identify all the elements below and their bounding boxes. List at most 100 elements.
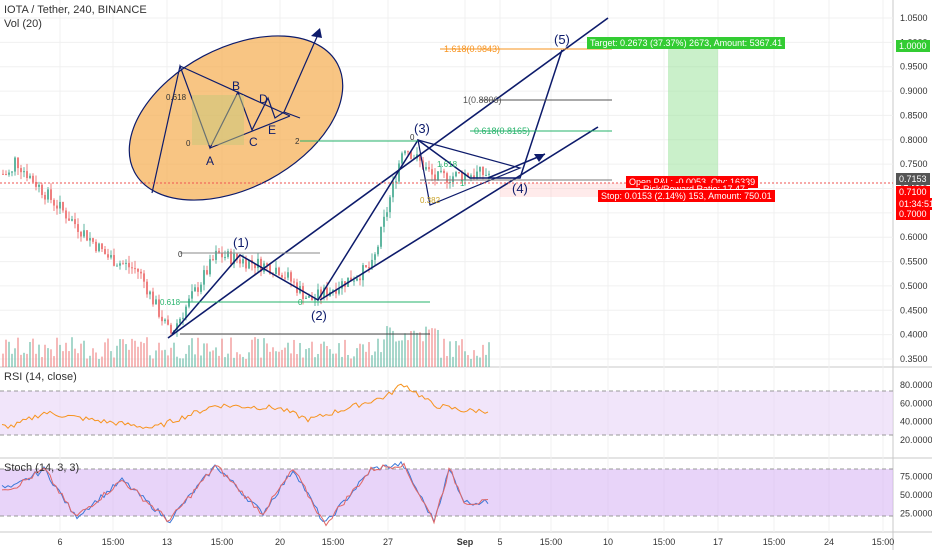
candle-body <box>332 289 334 292</box>
volume-bar <box>266 343 268 367</box>
volume-bar <box>401 340 403 367</box>
volume-bar <box>101 356 103 367</box>
volume-bar <box>2 353 4 367</box>
volume-bar <box>323 341 325 367</box>
volume-bar <box>431 328 433 367</box>
volume-bar <box>275 351 277 367</box>
volume-bar <box>281 349 283 367</box>
volume-bar <box>428 329 430 367</box>
volume-bar <box>29 341 31 367</box>
candle-body <box>383 216 385 227</box>
price-tick-label: 0.6000 <box>900 232 928 242</box>
candle-body <box>92 238 94 242</box>
inset-letter-e: E <box>268 123 276 137</box>
candle-body <box>488 173 490 175</box>
candle-body <box>98 243 100 252</box>
price-tick-label: 0.5500 <box>900 257 928 267</box>
candle-body <box>305 297 307 299</box>
volume-bar <box>14 348 16 367</box>
volume-bar <box>209 351 211 367</box>
volume-bar <box>269 351 271 367</box>
volume-bar <box>341 356 343 367</box>
candle-body <box>185 306 187 318</box>
rsi-tick-label: 60.0000 <box>900 398 932 408</box>
time-tick-label: 6 <box>57 537 62 547</box>
time-tick-label: 15:00 <box>872 537 895 547</box>
candle-body <box>326 287 328 297</box>
candle-body <box>29 175 31 179</box>
candle-body <box>53 199 55 206</box>
stoch-label: Stoch (14, 3, 3) <box>4 462 80 474</box>
time-tick-label: 17 <box>713 537 723 547</box>
volume-bar <box>308 348 310 367</box>
candle-body <box>191 291 193 299</box>
candle-body <box>392 181 394 198</box>
time-tick-label: 15:00 <box>102 537 125 547</box>
volume-bar <box>32 338 34 367</box>
volume-bar <box>392 330 394 367</box>
candle-body <box>419 154 421 161</box>
volume-bar <box>191 338 193 367</box>
triangle-pattern <box>417 139 522 206</box>
candle-body <box>320 289 322 298</box>
candle-body <box>476 171 478 178</box>
volume-bar <box>383 339 385 367</box>
candle-body <box>380 226 382 247</box>
volume-bar <box>218 355 220 367</box>
volume-bar <box>59 344 61 367</box>
stoch-tick-label: 50.0000 <box>900 490 932 500</box>
volume-bar <box>350 358 352 367</box>
candle-body <box>68 218 70 221</box>
volume-bar <box>476 355 478 367</box>
candle-body <box>14 157 16 172</box>
volume-bar <box>335 353 337 367</box>
volume-bar <box>287 342 289 367</box>
candle-body <box>227 251 229 257</box>
volume-bar <box>44 344 46 367</box>
stop-box[interactable]: Stop: 0.0153 (2.14%) 153, Amount: 750.01 <box>598 190 775 202</box>
target-box[interactable]: Target: 0.2673 (37.37%) 2673, Amount: 53… <box>587 37 786 49</box>
candle-body <box>80 231 82 237</box>
time-axis: 6 15:00 13 15:00 20 15:00 27 Sep 5 15:00 10 15:00 17… <box>57 537 894 547</box>
inset-letter-a: A <box>206 154 214 168</box>
volume-bar <box>107 338 109 367</box>
volume-bar <box>65 342 67 367</box>
time-tick-label: 15:00 <box>322 537 345 547</box>
candle-body <box>2 173 4 175</box>
candle-body <box>26 171 28 179</box>
candle-body <box>119 263 121 266</box>
candle-body <box>23 171 25 173</box>
candle-body <box>131 267 133 269</box>
countdown-tag: 01:34:51 <box>896 198 932 210</box>
volume-bar <box>311 341 313 367</box>
candle-body <box>365 265 367 268</box>
rsi-tick-label: 40.0000 <box>900 417 932 427</box>
candle-body <box>446 173 448 183</box>
fib-label-1: 1(0.8806) <box>463 95 502 105</box>
candle-body <box>473 175 475 178</box>
volume-bar <box>8 341 10 367</box>
volume-bar <box>320 343 322 367</box>
volume-label: Vol (20) <box>4 18 42 30</box>
candle-body <box>167 319 169 325</box>
candle-body <box>410 151 412 159</box>
fib-label-small-0382: 0.382 <box>420 196 441 205</box>
candle-body <box>470 175 472 177</box>
volume-bar <box>296 354 298 367</box>
volume-bar <box>284 347 286 367</box>
volume-bar <box>332 353 334 367</box>
volume-bar <box>422 341 424 367</box>
candle-body <box>194 287 196 292</box>
volume-bar <box>305 349 307 367</box>
ellipse-arrow-icon <box>311 28 322 38</box>
volume-bar <box>83 340 85 367</box>
volume-bar <box>137 346 139 367</box>
candle-body <box>371 259 373 269</box>
time-tick-label: 24 <box>824 537 834 547</box>
volume-bar <box>338 343 340 367</box>
volume-bar <box>263 338 265 367</box>
volume-bar <box>302 357 304 367</box>
rr-box: Risk/Reward Ratio: 17.47 <box>640 183 749 189</box>
candle-body <box>260 258 262 272</box>
